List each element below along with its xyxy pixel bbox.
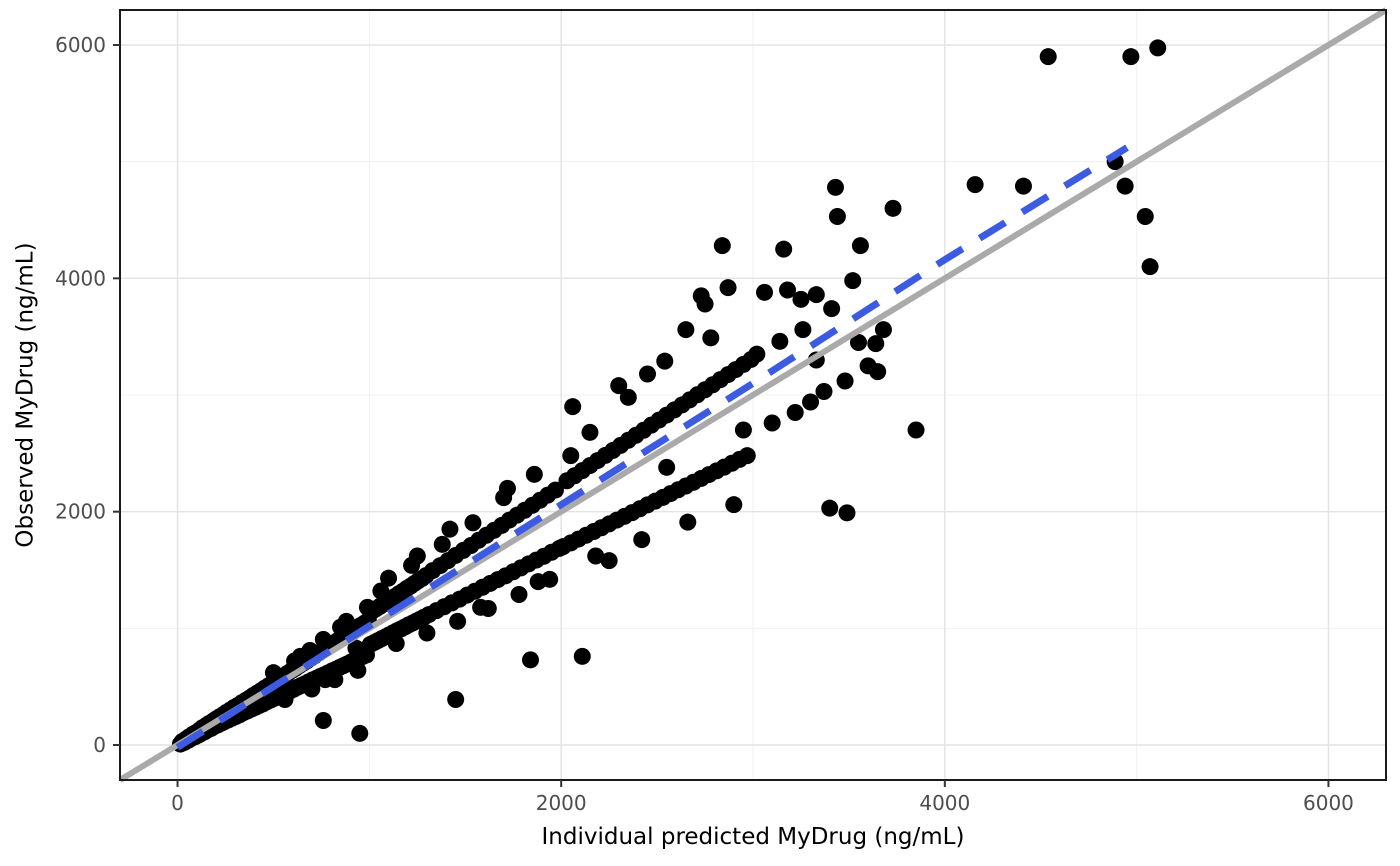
data-point — [738, 447, 756, 465]
data-point — [719, 279, 737, 297]
data-point — [316, 671, 334, 689]
data-point — [702, 329, 720, 347]
data-point — [844, 272, 862, 290]
data-point — [639, 365, 656, 383]
data-point — [264, 664, 282, 682]
data-point — [521, 651, 539, 669]
data-point — [792, 290, 810, 308]
data-point — [303, 680, 321, 698]
x-tick-label: 6000 — [1303, 791, 1354, 815]
data-point — [447, 691, 465, 708]
data-point — [802, 393, 820, 411]
data-point — [546, 481, 564, 499]
data-point — [314, 630, 332, 648]
data-point — [314, 712, 332, 729]
data-point — [573, 647, 591, 665]
data-point — [633, 531, 651, 549]
data-point — [472, 598, 490, 616]
data-point — [347, 639, 365, 657]
data-point — [679, 513, 697, 531]
data-point — [725, 496, 743, 514]
data-point — [734, 421, 752, 439]
data-point — [677, 321, 695, 339]
data-point — [449, 612, 467, 630]
x-tick-label: 4000 — [919, 791, 970, 815]
x-axis-title: Individual predicted MyDrug (ng/mL) — [541, 824, 965, 850]
data-point — [966, 176, 984, 194]
data-point — [826, 178, 844, 196]
data-point — [380, 569, 398, 587]
data-point — [884, 199, 902, 217]
data-point — [850, 334, 867, 351]
data-point — [763, 414, 781, 432]
data-point — [656, 352, 674, 370]
data-point — [756, 283, 774, 301]
data-point — [433, 535, 451, 553]
data-point — [372, 582, 390, 600]
identity-line — [118, 7, 1388, 783]
data-point — [713, 237, 731, 255]
data-point — [779, 281, 797, 299]
y-tick-label: 6000 — [55, 33, 106, 57]
data-point — [1116, 177, 1134, 195]
data-point — [581, 423, 599, 441]
data-point — [1014, 177, 1032, 195]
y-tick-label: 0 — [93, 733, 106, 757]
data-point — [794, 321, 812, 339]
trend-line — [175, 144, 1129, 751]
y-axis-title-wrap: Observed MyDrug (ng/mL) — [6, 10, 46, 780]
data-point — [851, 237, 869, 255]
data-point — [867, 335, 885, 353]
data-point — [301, 642, 319, 659]
data-point — [869, 363, 887, 381]
y-tick-label: 2000 — [55, 500, 106, 524]
data-point — [1136, 208, 1154, 225]
data-point — [408, 547, 426, 565]
data-point — [464, 514, 482, 532]
y-tick-label: 4000 — [55, 266, 106, 290]
data-point — [525, 465, 543, 483]
data-point — [1039, 48, 1057, 66]
data-point — [587, 547, 605, 565]
data-point — [775, 240, 793, 258]
data-point — [836, 372, 854, 390]
data-point — [610, 377, 628, 395]
data-point — [821, 499, 839, 517]
data-point — [771, 332, 789, 350]
data-point — [498, 479, 516, 497]
data-point — [564, 398, 582, 416]
data-point — [828, 208, 846, 225]
data-point — [1141, 258, 1159, 276]
x-tick-label: 2000 — [536, 791, 587, 815]
data-point — [351, 724, 369, 742]
data-point — [838, 504, 856, 522]
data-point — [658, 458, 676, 476]
data-point — [1122, 48, 1140, 66]
data-point — [786, 404, 804, 421]
data-point — [907, 421, 925, 439]
x-tick-label: 0 — [171, 791, 184, 815]
data-point — [286, 652, 304, 670]
data-point — [748, 345, 766, 363]
data-point — [619, 388, 637, 406]
data-point — [815, 383, 833, 400]
data-point — [807, 286, 825, 304]
data-point — [692, 287, 710, 305]
data-point — [1149, 39, 1167, 57]
data-point — [441, 520, 459, 538]
data-point — [562, 447, 580, 465]
data-point — [823, 300, 841, 318]
y-axis-title: Observed MyDrug (ng/mL) — [13, 242, 40, 548]
data-point — [874, 321, 892, 339]
data-point — [387, 635, 405, 652]
data-point — [332, 618, 350, 636]
data-point — [418, 624, 436, 642]
data-point — [349, 661, 367, 679]
data-point — [600, 552, 618, 570]
data-point — [510, 586, 528, 603]
data-point — [529, 573, 547, 591]
panel-border — [119, 9, 1387, 781]
